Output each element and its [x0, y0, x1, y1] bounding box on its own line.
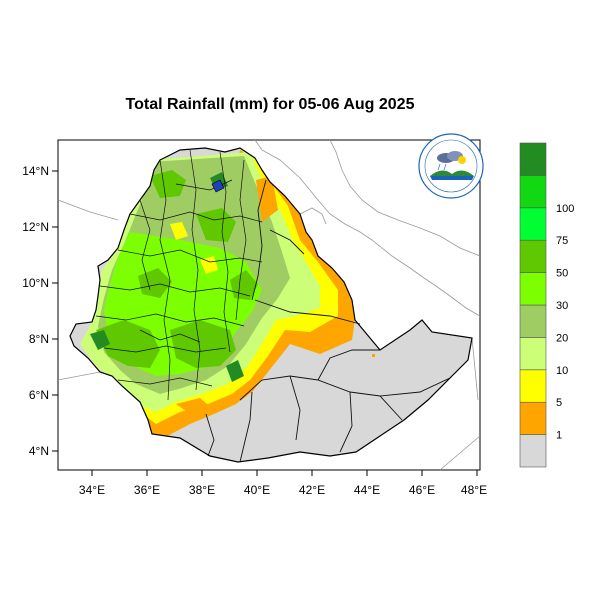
neighbor-borders: [57, 139, 481, 471]
x-axis-labels: 34°E 36°E 38°E 40°E 42°E 44°E 46°E 48°E: [79, 483, 487, 497]
y-tick-label: 12°N: [22, 220, 49, 234]
x-tick-label: 42°E: [299, 483, 325, 497]
lake-tana: [211, 179, 225, 193]
colorbar-swatch: [519, 207, 547, 241]
zone-boundaries: [95, 149, 263, 401]
colorbar-swatch: [519, 401, 547, 435]
axis-tick-marks: [52, 170, 478, 476]
x-tick-label: 44°E: [354, 483, 380, 497]
colorbar-label: 1: [556, 430, 562, 442]
colorbar-swatch: [519, 142, 547, 176]
colorbar-label: 100: [556, 203, 574, 215]
y-tick-label: 8°N: [29, 332, 49, 346]
y-tick-label: 6°N: [29, 388, 49, 402]
x-tick-label: 34°E: [79, 483, 105, 497]
colorbar-swatch: [519, 304, 547, 338]
colorbar-swatch: [519, 369, 547, 403]
colorbar-label: 10: [556, 365, 568, 377]
colorbar-label: 75: [556, 235, 568, 247]
y-axis-labels: 14°N 12°N 10°N 8°N 6°N 4°N: [22, 164, 49, 458]
colorbar: 1 5 10 20 30 50 75 100: [519, 142, 574, 468]
colorbar-label: 30: [556, 300, 568, 312]
colorbar-label: 5: [556, 397, 562, 409]
x-tick-label: 48°E: [461, 483, 487, 497]
y-tick-label: 4°N: [29, 444, 49, 458]
colorbar-swatch: [519, 272, 547, 306]
ethiopian-meteorology-institute-logo: [418, 133, 484, 199]
colorbar-swatch: [519, 239, 547, 273]
map-title: Total Rainfall (mm) for 05-06 Aug 2025: [125, 96, 415, 113]
region-boundaries: [205, 179, 451, 463]
colorbar-swatch: [519, 434, 547, 468]
x-tick-label: 36°E: [134, 483, 160, 497]
colorbar-swatch: [519, 175, 547, 209]
colorbar-label: 20: [556, 332, 568, 344]
colorbar-swatch: [519, 337, 547, 371]
colorbar-label: 50: [556, 268, 568, 280]
y-tick-label: 14°N: [22, 164, 49, 178]
x-tick-label: 38°E: [189, 483, 215, 497]
x-tick-label: 40°E: [244, 483, 270, 497]
x-tick-label: 46°E: [409, 483, 435, 497]
isolated-rain-spot: [372, 354, 375, 357]
y-tick-label: 10°N: [22, 276, 49, 290]
